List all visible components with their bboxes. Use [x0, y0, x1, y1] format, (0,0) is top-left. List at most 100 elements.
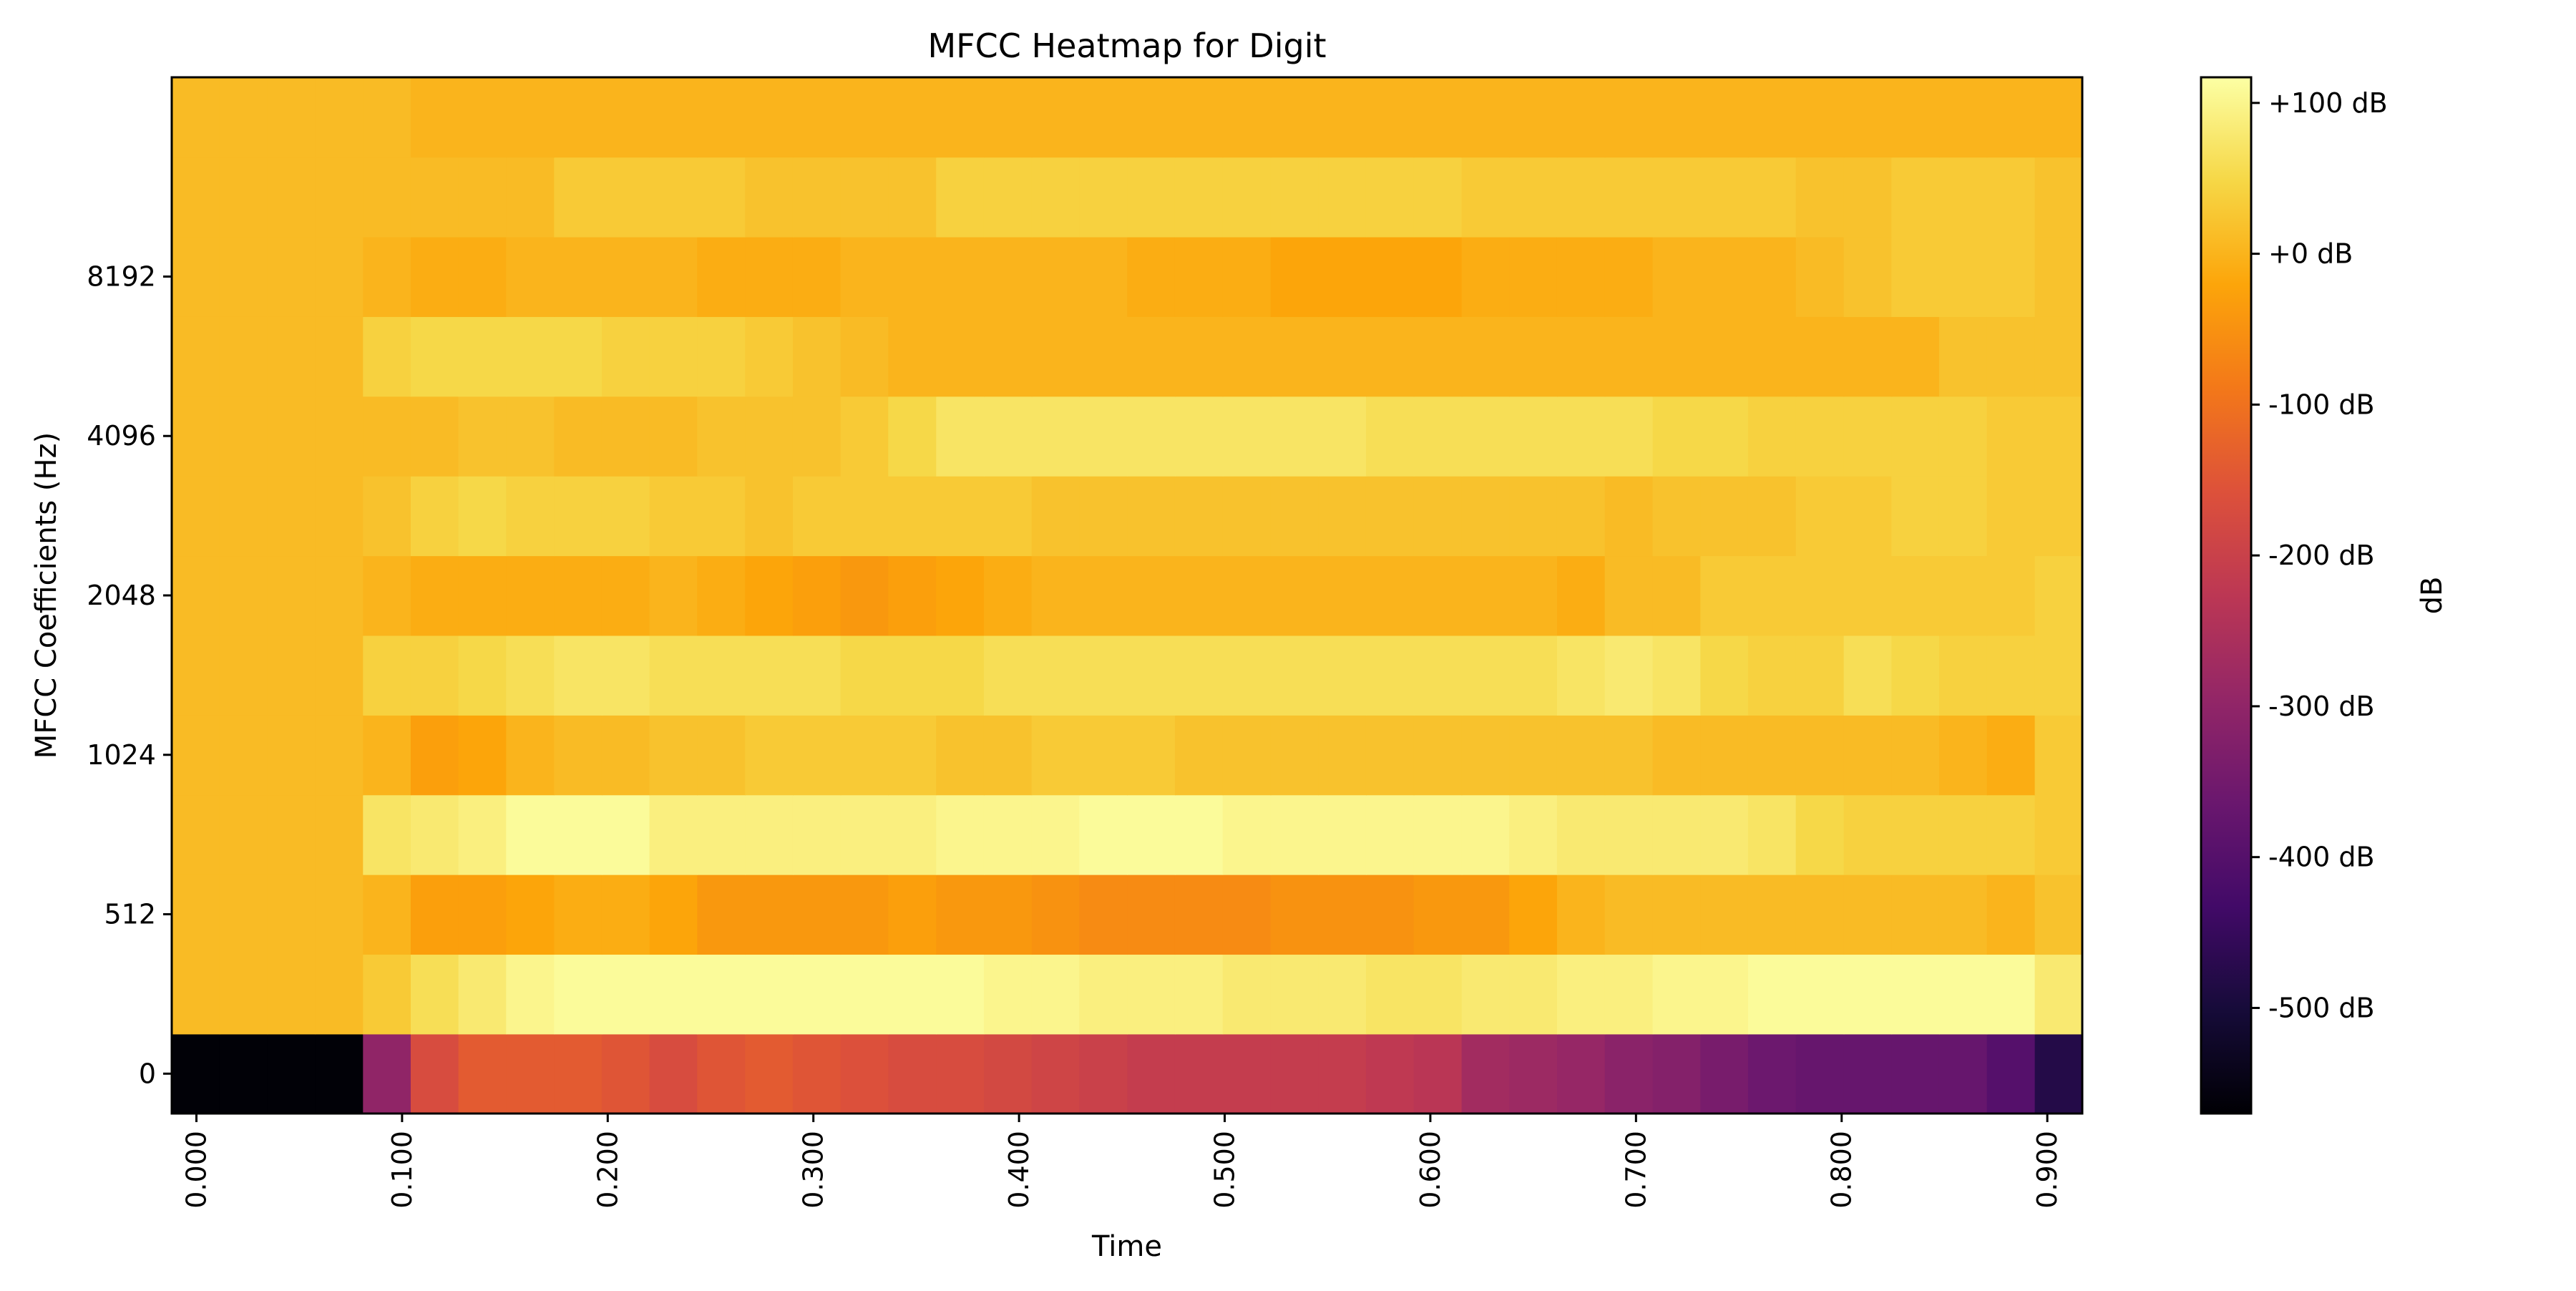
heatmap-cell	[1174, 555, 1224, 636]
y-tick-label: 1024	[87, 739, 156, 771]
heatmap-cell	[601, 635, 650, 716]
heatmap-cell	[1509, 715, 1558, 796]
heatmap-cell	[1174, 77, 1224, 158]
heatmap-cell	[410, 475, 459, 557]
heatmap-cell	[172, 396, 220, 477]
heatmap-cell	[1938, 236, 1988, 317]
heatmap-cell	[1891, 954, 1940, 1035]
heatmap-cell	[1986, 794, 2036, 875]
heatmap-cell	[1556, 316, 1606, 397]
heatmap-cell	[1174, 635, 1224, 716]
heatmap-cell	[1413, 77, 1463, 158]
heatmap-cell	[1556, 794, 1606, 875]
heatmap-cell	[1365, 475, 1415, 557]
heatmap-cell	[363, 236, 411, 317]
heatmap-cell	[1795, 475, 1845, 557]
heatmap-cell	[1795, 1033, 1845, 1114]
heatmap-cell	[2034, 555, 2083, 636]
heatmap-cell	[983, 77, 1033, 158]
heatmap-cell	[1365, 1033, 1415, 1114]
heatmap-cell	[840, 316, 889, 397]
heatmap-cell	[1270, 77, 1319, 158]
heatmap-cell	[458, 77, 507, 158]
heatmap-cell	[936, 396, 985, 477]
heatmap-cell	[888, 475, 937, 557]
heatmap-cell	[601, 874, 650, 955]
heatmap-cell	[1652, 874, 1702, 955]
x-axis-ticks: 0.000 0.100 0.200 0.300 0.400 0.500 0.600 0.700…	[180, 1114, 2063, 1209]
heatmap-cell	[1031, 874, 1080, 955]
heatmap-cell	[1127, 157, 1176, 238]
x-tick-label: 0.800	[1826, 1131, 1858, 1209]
heatmap-cell	[983, 475, 1033, 557]
heatmap-cell	[554, 555, 602, 636]
heatmap-cell	[2034, 316, 2083, 397]
x-tick-label: 0.600	[1415, 1131, 1446, 1209]
heatmap-cell	[1365, 635, 1415, 716]
heatmap-cell	[840, 1033, 889, 1114]
heatmap-cell	[1604, 874, 1654, 955]
x-tick-label: 0.300	[798, 1131, 829, 1209]
heatmap-cell	[888, 1033, 937, 1114]
colorbar-label: dB	[2416, 577, 2449, 615]
heatmap-cell	[1365, 236, 1415, 317]
heatmap-cell	[1461, 77, 1511, 158]
heatmap-cell	[267, 157, 316, 238]
x-tick-label: 0.900	[2031, 1131, 2063, 1209]
heatmap-cell	[792, 396, 841, 477]
heatmap-cell	[1127, 236, 1176, 317]
heatmap-cell	[1556, 396, 1606, 477]
heatmap-cell	[1700, 236, 1749, 317]
heatmap-cell	[267, 396, 316, 477]
heatmap-cell	[745, 874, 794, 955]
heatmap-cell	[1461, 794, 1511, 875]
heatmap-cell	[2034, 794, 2083, 875]
heatmap-cell	[936, 635, 985, 716]
heatmap-cell	[697, 794, 746, 875]
heatmap-cell	[1031, 555, 1080, 636]
heatmap-cell	[1604, 635, 1654, 716]
heatmap-cell	[601, 954, 650, 1035]
y-tick-label: 4096	[87, 420, 156, 452]
heatmap-cell	[458, 157, 507, 238]
heatmap-cell	[601, 316, 650, 397]
heatmap-cell	[315, 236, 364, 317]
heatmap-cell	[1031, 475, 1080, 557]
x-tick-label: 0.200	[592, 1131, 623, 1209]
heatmap-cell	[936, 157, 985, 238]
heatmap-cell	[649, 77, 698, 158]
heatmap-cell	[2034, 635, 2083, 716]
heatmap-cell	[1747, 635, 1797, 716]
heatmap-cell	[1318, 396, 1367, 477]
heatmap-cell	[363, 77, 411, 158]
heatmap-cell	[792, 954, 841, 1035]
heatmap-cell	[1127, 794, 1176, 875]
heatmap-cell	[315, 874, 364, 955]
heatmap-cell	[1747, 715, 1797, 796]
heatmap-cell	[936, 715, 985, 796]
heatmap-cell	[410, 794, 459, 875]
heatmap-cell	[1461, 475, 1511, 557]
heatmap-cell	[363, 794, 411, 875]
heatmap-cell	[1843, 715, 1893, 796]
heatmap-cell	[363, 715, 411, 796]
heatmap-cell	[792, 794, 841, 875]
heatmap-cell	[1031, 715, 1080, 796]
heatmap-cell	[1938, 475, 1988, 557]
heatmap-cell	[1365, 316, 1415, 397]
heatmap-cell	[983, 1033, 1033, 1114]
heatmap-cell	[1700, 77, 1749, 158]
heatmap-cell	[1174, 396, 1224, 477]
heatmap-cell	[697, 555, 746, 636]
heatmap-cell	[840, 954, 889, 1035]
heatmap-cell	[697, 396, 746, 477]
heatmap-cell	[1604, 236, 1654, 317]
y-tick-label: 2048	[87, 580, 156, 611]
heatmap-cell	[172, 475, 220, 557]
heatmap-cell	[1938, 555, 1988, 636]
heatmap-cell	[410, 715, 459, 796]
heatmap-cell	[458, 954, 507, 1035]
heatmap-cell	[1556, 874, 1606, 955]
heatmap-cell	[1795, 77, 1845, 158]
heatmap-cell	[1700, 1033, 1749, 1114]
